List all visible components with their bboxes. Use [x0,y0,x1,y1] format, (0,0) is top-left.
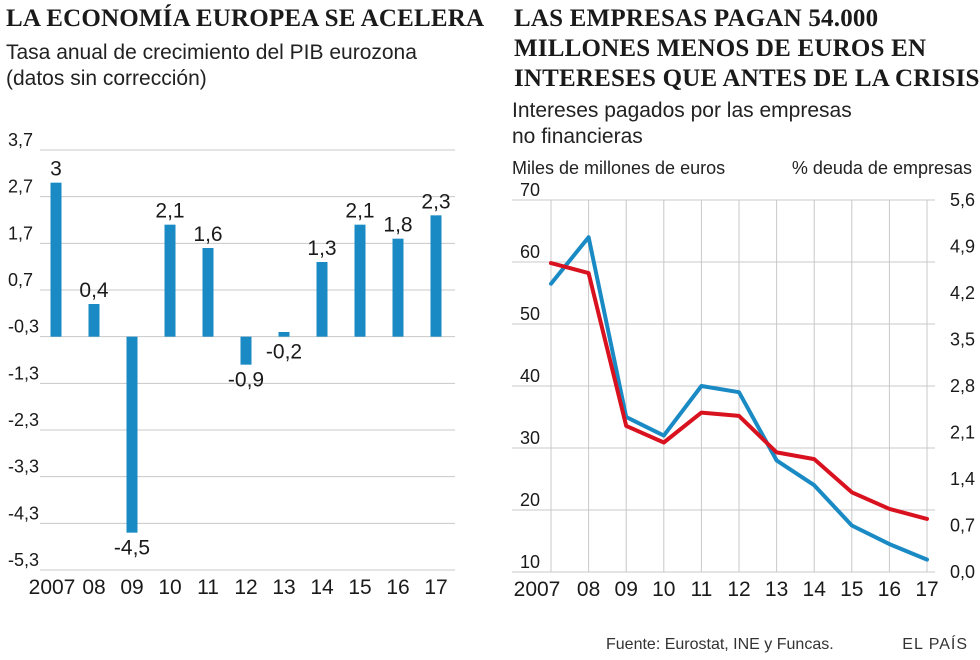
bar-data-label: -4,5 [114,537,150,560]
left-axis-caption: Miles de millones de euros [512,158,726,178]
bar-x-tick-label: 16 [386,576,409,599]
bar [88,304,100,337]
line-left-y-tick-label: 10 [520,552,540,572]
left-chart-subtitle-line1: Tasa anual de crecimiento del PIB eurozo… [6,41,417,64]
line-left-y-tick-label: 30 [520,428,540,448]
publisher-brand: EL PAÍS [902,636,968,653]
bar-y-tick-label: 2,7 [8,177,33,197]
line-x-tick-label: 14 [803,578,827,601]
bar [202,248,214,337]
bar-x-tick-label: 12 [234,576,257,599]
bar-x-tick-label: 08 [82,576,105,599]
left-chart-subtitle-line2: (datos sin corrección) [6,67,207,90]
debt-percent-line [549,261,929,521]
bar-y-tick-label: 1,7 [8,223,33,243]
bar-data-label: 0,4 [79,279,109,302]
interest-paid-line [549,235,929,562]
line-x-tick-label: 08 [577,578,600,601]
line-x-tick-label: 13 [765,578,788,601]
bar [316,262,328,337]
line-x-tick-label: 09 [615,578,638,601]
bar-data-label: 1,6 [193,223,222,246]
line-right-y-tick-label: 0,0 [950,562,975,582]
line-left-y-tick-label: 60 [520,242,540,262]
bar-x-tick-label: 13 [272,576,295,599]
bar-y-tick-label: -0,3 [8,317,39,337]
line-left-y-tick-label: 40 [520,366,540,386]
bar [50,182,62,337]
line-x-tick-label: 15 [840,578,863,601]
bar-data-label: -0,2 [266,341,302,364]
bar-x-tick-label: 10 [158,576,181,599]
bar-y-tick-label: -2,3 [8,410,39,430]
right-chart-subtitle-line1: Intereses pagados por las empresas [512,99,852,122]
line-right-y-tick-label: 4,9 [950,237,975,257]
line-x-tick-label: 2007 [514,578,561,601]
line-right-y-tick-label: 4,2 [950,283,975,303]
bar-y-tick-label: -1,3 [8,363,39,383]
bar-y-tick-label: 3,7 [8,130,33,150]
line-right-y-tick-label: 5,6 [950,190,975,210]
right-axis-caption: % deuda de empresas [791,158,972,178]
bar-data-label: 1,3 [307,237,336,260]
bar-y-tick-label: -5,3 [8,550,39,570]
line-right-y-tick-label: 3,5 [950,330,975,350]
bar-x-tick-label: 2007 [29,576,76,599]
line-right-y-tick-label: 2,8 [950,376,975,396]
bar-y-tick-label: -3,3 [8,457,39,477]
bar-x-tick-label: 17 [424,576,447,599]
left-chart-title: LA ECONOMÍA EUROPEA SE ACELERA [6,5,485,32]
bar-data-label: 3 [50,158,62,181]
line-x-tick-label: 17 [915,578,938,601]
bar-data-label: -0,9 [228,369,264,392]
line-x-tick-label: 10 [652,578,675,601]
line-right-y-tick-label: 0,7 [950,516,975,536]
line-right-y-tick-label: 2,1 [950,423,975,443]
bar [240,336,252,365]
bar [392,238,404,337]
line-x-tick-label: 11 [690,578,712,601]
bar-data-label: 2,3 [421,190,450,213]
line-left-y-tick-label: 50 [520,304,540,324]
line-x-tick-label: 16 [878,578,901,601]
right-chart-title-line1: LAS EMPRESAS PAGAN 54.000 [514,5,879,32]
right-chart-title-line2: MILLONES MENOS DE EUROS EN [514,35,927,62]
bar-x-tick-label: 15 [348,576,371,599]
bar-y-tick-label: 0,7 [8,270,33,290]
bar [126,336,138,533]
bar-y-tick-label: -4,3 [8,503,39,523]
bar-data-label: 2,1 [345,200,374,223]
right-chart-title-line3: INTERESES QUE ANTES DE LA CRISIS [514,65,980,92]
bar-x-tick-label: 11 [197,576,219,599]
bar [430,215,442,337]
bar-x-tick-label: 09 [120,576,143,599]
line-left-y-tick-label: 70 [520,180,540,200]
bar-data-label: 2,1 [155,200,184,223]
line-right-y-tick-label: 1,4 [950,469,975,489]
bar [354,224,366,337]
bar-x-tick-label: 14 [310,576,334,599]
right-chart-subtitle-line2: no financieras [512,125,643,148]
bar [164,224,176,337]
line-left-y-tick-label: 20 [520,490,540,510]
line-x-tick-label: 12 [727,578,750,601]
source-note: Fuente: Eurostat, INE y Funcas. [606,636,834,653]
bar [278,332,290,337]
bar-data-label: 1,8 [383,214,412,237]
